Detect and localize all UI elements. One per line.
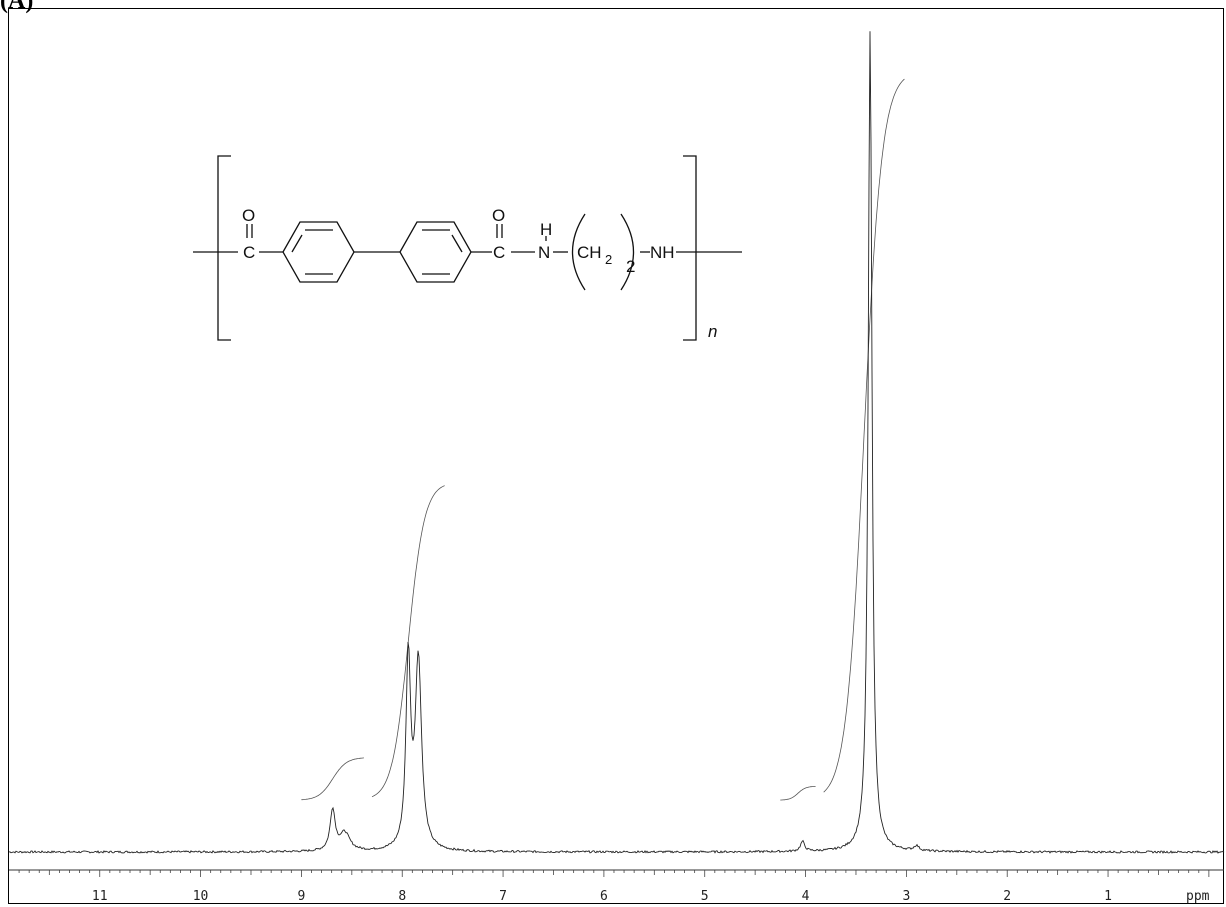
amide-n: N <box>538 243 550 262</box>
tick-label: 3 <box>902 889 910 904</box>
amide-h: H <box>540 220 552 239</box>
axis-unit-label: ppm <box>1186 889 1210 904</box>
carbonyl-o-left: O <box>242 206 255 225</box>
spectrum-trace-group <box>8 31 1225 854</box>
tick-label: 2 <box>1003 889 1011 904</box>
tick-label: 8 <box>398 889 406 904</box>
tick-label: 10 <box>193 889 209 904</box>
nh-label: NH <box>650 243 675 262</box>
integral-curve-1 <box>301 757 364 801</box>
tick-label: 6 <box>600 889 608 904</box>
ch2-label: CH <box>577 243 602 262</box>
ring1-inner-c <box>291 234 303 253</box>
tick-label: 1 <box>1104 889 1112 904</box>
chart-frame <box>8 8 1224 904</box>
tick-label: 9 <box>297 889 305 904</box>
chemical-structure <box>193 155 742 341</box>
integral-curve-4 <box>823 78 905 793</box>
benzene-ring-1 <box>282 221 355 283</box>
tick-label: 11 <box>92 889 108 904</box>
repeat-subscript: 2 <box>626 257 635 276</box>
carbonyl-c-right: C <box>493 243 505 262</box>
repeat-n-label: n <box>708 322 717 341</box>
spectrum-line <box>8 31 1225 854</box>
integral-curve-3 <box>780 786 816 801</box>
right-bracket <box>683 155 697 341</box>
left-parenthesis <box>571 213 586 291</box>
ch2-subscript: 2 <box>605 252 612 267</box>
tick-label: 5 <box>701 889 709 904</box>
carbonyl-c-left: C <box>243 243 255 262</box>
structure-labels: O C O C H N CH 2 2 NH n <box>242 206 717 341</box>
ring2-inner-c <box>451 234 463 253</box>
x-axis: 11 10 9 8 7 6 5 4 3 2 1 <box>9 869 1224 904</box>
benzene-ring-2 <box>399 221 472 283</box>
right-parenthesis <box>620 213 635 291</box>
integral-curve-2 <box>371 485 445 798</box>
integral-traces <box>301 78 905 801</box>
tick-label: 4 <box>802 889 810 904</box>
tick-label: 7 <box>499 889 507 904</box>
carbonyl-o-right: O <box>492 206 505 225</box>
left-bracket <box>217 155 231 341</box>
